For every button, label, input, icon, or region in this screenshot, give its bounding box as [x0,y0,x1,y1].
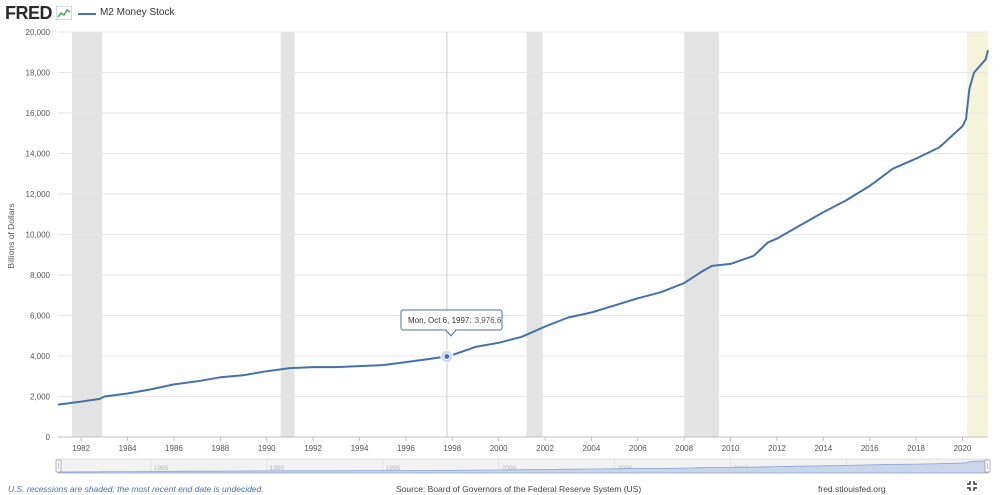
y-tick-label: 2,000 [30,393,51,402]
x-axis: 1982 1984 1986 1988 1990 1992 1994 1996 1998 2000… [58,436,988,453]
svg-text:Mon, Oct 6, 1997:3,976.6: Mon, Oct 6, 1997: 3,976.6 [408,316,502,325]
x-tick-label: 1998 [443,444,461,453]
x-tick-label: 1986 [165,444,183,453]
y-tick-label: 10,000 [26,231,51,240]
x-tick-label: 1996 [397,444,415,453]
y-tick-label: 12,000 [26,190,51,199]
fred-logo[interactable]: FRED [5,3,53,23]
x-tick-label: 2012 [768,444,786,453]
x-tick-label: 1990 [258,444,276,453]
y-tick-label: 14,000 [26,150,51,159]
grid-lines [58,31,988,438]
tooltip-date: Mon, Oct 6, 1997: [408,316,472,325]
y-tick-label: 4,000 [30,352,51,361]
tooltip: Mon, Oct 6, 1997: 3,976.6 [400,309,503,337]
y-tick-label: 20,000 [26,28,51,37]
fullscreen-icon[interactable] [966,480,978,492]
series-layer [57,49,989,406]
x-tick-label: 1994 [351,444,369,453]
x-tick-label: 1988 [211,444,229,453]
x-tick-label: 1992 [304,444,322,453]
range-navigator[interactable]: 19851990199520002005201020152020 [55,458,991,474]
x-tick-label: 2014 [814,444,832,453]
y-axis: 0 2,000 4,000 6,000 8,000 10,000 12,000 14,000 1… [26,28,51,442]
navigator-tick-label: 1985 [154,465,169,472]
tooltip-value: 3,976.6 [475,316,502,325]
y-axis-title: Billions of Dollars [6,203,16,268]
series-line-0[interactable] [57,49,989,406]
y-tick-label: 6,000 [30,312,51,321]
legend-swatch [78,13,96,15]
x-tick-label: 2020 [954,444,972,453]
x-tick-label: 2006 [629,444,647,453]
navigator-tick-label: 2000 [502,465,517,472]
x-tick-label: 2002 [536,444,554,453]
y-tick-label: 16,000 [26,109,51,118]
source-note: Source: Board of Governors of the Federa… [396,484,642,494]
x-tick-label: 1984 [119,444,137,453]
fred-chart-icon [56,6,72,20]
x-tick-label: 2018 [907,444,925,453]
y-tick-label: 0 [46,433,51,442]
x-tick-label: 2016 [861,444,879,453]
navigator-tick-label: 1995 [386,465,401,472]
x-tick-label: 2010 [722,444,740,453]
hover-point[interactable] [443,352,451,360]
chart-header: FRED M2 Money Stock [0,0,1000,28]
y-tick-label: 18,000 [26,69,51,78]
x-tick-label: 2000 [490,444,508,453]
navigator-area [57,460,989,474]
hover-marker [440,32,454,437]
recession-note[interactable]: U.S. recessions are shaded; the most rec… [8,484,264,494]
navigator-tick-label: 1990 [270,465,285,472]
site-url[interactable]: fred.stlouisfed.org [818,484,886,494]
x-tick-label: 2004 [583,444,601,453]
x-tick-label: 1982 [72,444,90,453]
y-tick-label: 8,000 [30,271,51,280]
legend-label[interactable]: M2 Money Stock [100,7,175,18]
x-tick-label: 2008 [675,444,693,453]
